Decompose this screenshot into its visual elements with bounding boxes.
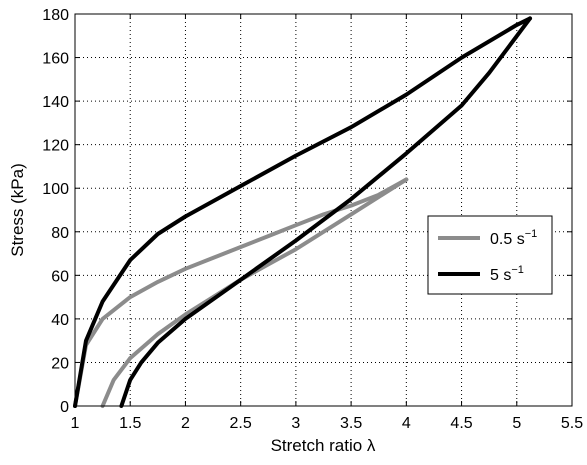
x-tick-label: 1.5 [119,415,141,432]
y-tick-label: 160 [42,51,69,68]
series-line-2-loading [73,16,532,408]
y-tick-label: 0 [60,399,69,416]
y-tick-label: 40 [51,312,69,329]
x-tick-label: 5 [512,415,521,432]
series-line-2-unloading [119,16,532,408]
y-tick-label: 60 [51,268,69,285]
y-tick-label: 140 [42,94,69,111]
y-tick-label: 120 [42,138,69,155]
x-tick-label: 2.5 [230,415,252,432]
y-tick-label: 100 [42,181,69,198]
x-tick-label: 2 [181,415,190,432]
plot-frame [74,13,573,407]
x-tick-label: 4 [402,415,411,432]
legend: 0.5 s−15 s−1 [427,215,553,295]
y-tick-label: 20 [51,355,69,372]
x-tick-label: 1 [71,415,80,432]
y-axis-label: Stress (kPa) [8,163,27,257]
x-tick-label: 5.5 [561,415,583,432]
series-line-1-loading [73,177,409,408]
x-axis-label: Stretch ratio λ [271,436,376,455]
x-tick-label: 4.5 [450,415,472,432]
y-tick-label: 180 [42,7,69,24]
x-tick-label: 3.5 [340,415,362,432]
y-tick-label: 80 [51,225,69,242]
series-line-1-unloading [100,177,409,408]
legend-box [427,215,553,295]
x-tick-label: 3 [291,415,300,432]
